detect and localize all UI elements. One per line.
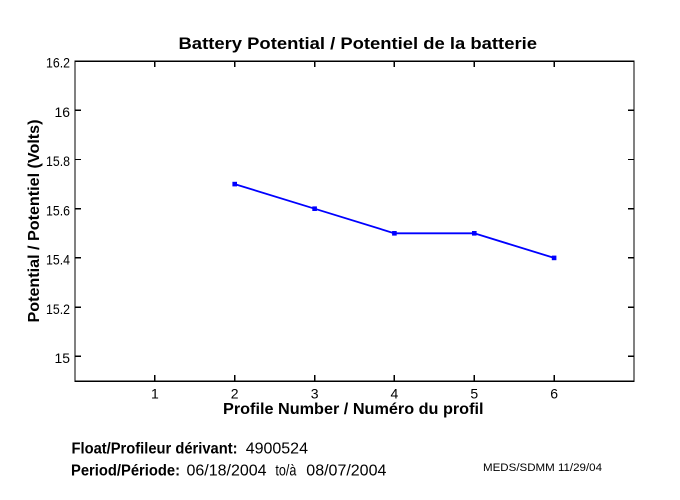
svg-text:2: 2 [231, 386, 239, 402]
svg-text:6: 6 [550, 386, 558, 402]
svg-text:Float/Profileur dérivant:: Float/Profileur dérivant: [72, 440, 238, 457]
svg-text:4900524: 4900524 [246, 440, 308, 457]
svg-text:Battery Potential / Potentiel: Battery Potential / Potentiel de la batt… [179, 34, 538, 53]
svg-text:06/18/2004: 06/18/2004 [187, 462, 267, 479]
svg-text:16.2: 16.2 [46, 55, 70, 71]
svg-text:5: 5 [470, 386, 478, 402]
svg-text:16: 16 [55, 104, 71, 120]
svg-text:08/07/2004: 08/07/2004 [306, 462, 386, 479]
svg-text:to/à: to/à [275, 462, 296, 479]
svg-text:Potential / Potentiel (Volts): Potential / Potentiel (Volts) [26, 120, 43, 323]
svg-text:4: 4 [391, 386, 399, 402]
svg-text:15.4: 15.4 [46, 252, 70, 268]
svg-text:Profile Number / Numéro du pro: Profile Number / Numéro du profil [223, 401, 484, 418]
svg-text:MEDS/SDMM 11/29/04: MEDS/SDMM 11/29/04 [483, 462, 602, 474]
svg-text:15.8: 15.8 [46, 153, 70, 169]
svg-text:3: 3 [311, 386, 319, 402]
svg-text:15.6: 15.6 [46, 202, 70, 218]
svg-text:Period/Période:: Period/Période: [71, 462, 180, 479]
svg-text:15.2: 15.2 [46, 301, 70, 317]
svg-text:15: 15 [55, 350, 71, 366]
svg-text:1: 1 [151, 386, 159, 402]
